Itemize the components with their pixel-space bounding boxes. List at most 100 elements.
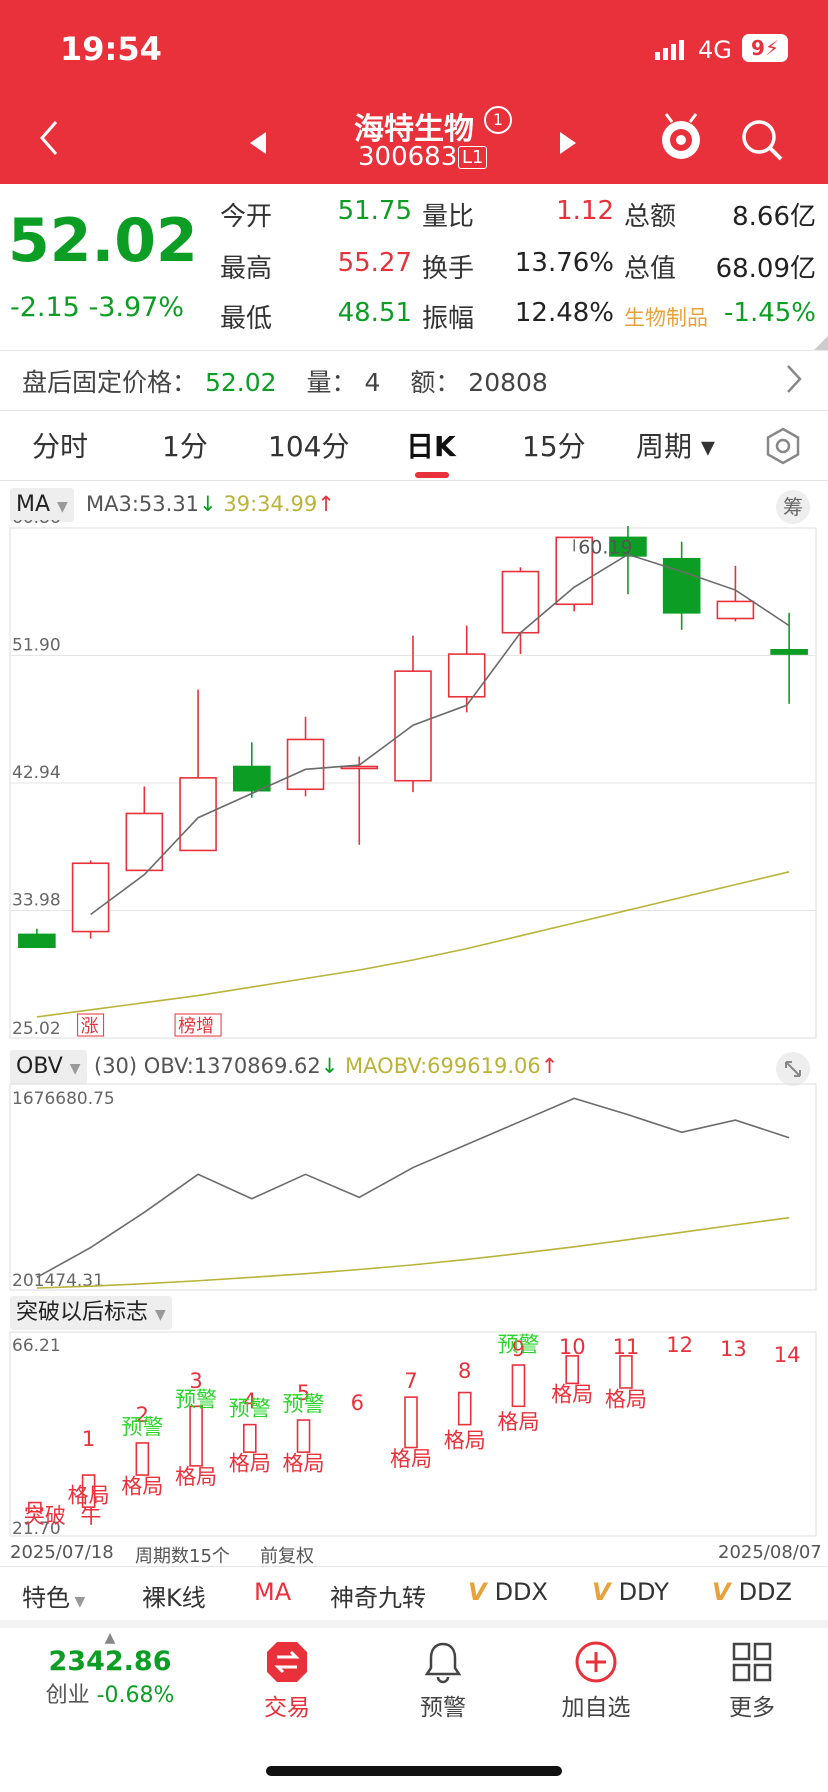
signal-number: 9 bbox=[512, 1337, 525, 1361]
last-price: 52.02 bbox=[8, 206, 198, 276]
signal-box bbox=[81, 1474, 96, 1508]
quote-label: 最低 bbox=[220, 304, 273, 334]
signal-number: 4 bbox=[243, 1389, 256, 1413]
price-change: -2.15 -3.97% bbox=[10, 292, 184, 323]
tab-1[interactable]: 1分 bbox=[162, 425, 208, 465]
signal-box bbox=[28, 1501, 42, 1513]
nav-trade[interactable]: 交易 bbox=[212, 1640, 362, 1722]
tab-label: 分时 bbox=[32, 430, 89, 463]
sector-link[interactable]: 生物制品 bbox=[624, 306, 708, 330]
signal-text: 突破 bbox=[24, 1504, 66, 1528]
ma-name: MA bbox=[16, 492, 51, 517]
signal-text: 格局 bbox=[121, 1474, 163, 1498]
nav-alert[interactable]: 预警 bbox=[368, 1640, 518, 1722]
candle-body bbox=[286, 738, 325, 791]
signal-text: 格局 bbox=[283, 1451, 325, 1475]
tab-2[interactable]: 104分 bbox=[268, 425, 349, 465]
event-marker-label: 涨 bbox=[81, 1016, 99, 1037]
candle-body bbox=[501, 570, 540, 634]
signal-bars-icon bbox=[655, 40, 684, 60]
chip-distribution-button[interactable]: 筹 bbox=[776, 490, 810, 524]
quote-value: 68.09亿 bbox=[715, 254, 816, 284]
tab-4[interactable]: 15分 bbox=[522, 425, 586, 465]
signal-number: 13 bbox=[720, 1337, 747, 1361]
arrow-up-icon: ↑ bbox=[540, 1054, 559, 1078]
indicator-chip[interactable]: V DDX bbox=[468, 1578, 548, 1606]
battery-level: 9 bbox=[751, 36, 765, 60]
nav-trade-label: 交易 bbox=[264, 1695, 310, 1721]
y-tick-label: 1676680.75 bbox=[12, 1089, 115, 1109]
arrow-down-icon: ↓ bbox=[320, 1054, 339, 1078]
signal-text: 格局 bbox=[175, 1465, 217, 1489]
signal-text: 格局 bbox=[229, 1451, 271, 1475]
divider bbox=[0, 410, 828, 411]
caret-down-icon: ▾ bbox=[692, 430, 715, 463]
stock-code: 300683 bbox=[358, 142, 458, 172]
next-stock-button[interactable] bbox=[560, 132, 576, 158]
adjust-mode[interactable]: 前复权 bbox=[260, 1546, 314, 1567]
obv-indicator-select[interactable]: OBV ▼ bbox=[10, 1050, 87, 1084]
after-hours-arrow[interactable] bbox=[784, 362, 804, 400]
tab-label: 日K bbox=[406, 430, 456, 463]
back-button[interactable] bbox=[36, 118, 62, 162]
signal-text: 格局 bbox=[551, 1383, 593, 1407]
ma-indicator-select[interactable]: MA ▼ bbox=[10, 488, 74, 522]
caret-down-icon: ▼ bbox=[70, 1594, 86, 1610]
signal-text: 格局 bbox=[497, 1410, 539, 1434]
after-hours-vol-label: 量： bbox=[306, 368, 357, 397]
after-hours-price: 52.02 bbox=[204, 368, 277, 397]
candle-body bbox=[555, 536, 594, 606]
chip-label: DDY bbox=[618, 1578, 669, 1606]
prev-stock-button[interactable] bbox=[250, 132, 266, 158]
search-button[interactable] bbox=[740, 118, 784, 166]
signal-number: 10 bbox=[559, 1335, 586, 1359]
tab-5[interactable]: 周期 ▾ bbox=[636, 425, 715, 465]
indicator-chip[interactable]: 神奇九转 bbox=[330, 1578, 426, 1613]
signal-indicator-select[interactable]: 突破以后标志 ▼ bbox=[10, 1296, 172, 1330]
maobv-value: MAOBV:699619.06 bbox=[345, 1054, 541, 1078]
signal-name: 突破以后标志 bbox=[16, 1300, 149, 1325]
indicator-chip[interactable]: 特色 ▼ bbox=[22, 1578, 85, 1613]
nav-more-label: 更多 bbox=[729, 1695, 775, 1721]
expand-button[interactable] bbox=[776, 1052, 810, 1086]
change-percent: -3.97% bbox=[88, 292, 184, 323]
arrow-down-icon: ↓ bbox=[199, 492, 217, 516]
indicator-chip[interactable]: MA bbox=[254, 1578, 291, 1606]
candle-body bbox=[18, 933, 56, 949]
signal-text: 牛 bbox=[80, 1504, 101, 1528]
quote-value: 48.51 bbox=[337, 298, 412, 328]
candlestick-chart[interactable]: 60.86 51.90 42.94 33.98 25.02 60.19 涨 榜增 bbox=[0, 520, 828, 1050]
indicator-chip[interactable]: 裸K线 bbox=[142, 1578, 206, 1613]
candle-body bbox=[609, 536, 647, 557]
caret-up-icon: ▲ bbox=[104, 1630, 116, 1646]
after-hours-row[interactable]: 盘后固定价格： 52.02 量： 4 额： 20808 bbox=[22, 363, 548, 399]
settings-button[interactable] bbox=[763, 426, 803, 470]
indicator-chip[interactable]: V DDZ bbox=[712, 1578, 792, 1606]
nav-more[interactable]: 更多 bbox=[677, 1640, 827, 1722]
quote-value: 12.48% bbox=[514, 298, 614, 328]
signal-number: 8 bbox=[458, 1359, 471, 1383]
end-date: 2025/08/07 bbox=[718, 1542, 822, 1563]
nav-add-watchlist[interactable]: 加自选 bbox=[521, 1640, 671, 1722]
mascot-button[interactable] bbox=[658, 112, 704, 166]
signal-box bbox=[135, 1442, 150, 1476]
chou-label: 筹 bbox=[783, 495, 803, 519]
add-circle-icon bbox=[575, 1641, 617, 1683]
indicator-chip[interactable]: V DDY bbox=[592, 1578, 669, 1606]
signal-text: 格局 bbox=[390, 1447, 432, 1471]
candle-body bbox=[716, 600, 755, 620]
chevron-left-icon bbox=[40, 121, 58, 155]
chart-frame bbox=[9, 1083, 817, 1291]
signal-number: 1 bbox=[82, 1427, 95, 1451]
home-indicator[interactable] bbox=[266, 1766, 562, 1776]
quote-value: 8.66亿 bbox=[732, 202, 816, 232]
index-widget[interactable]: ▲ 2342.86 创业 -0.68% bbox=[40, 1630, 180, 1709]
tab-3[interactable]: 日K bbox=[406, 425, 456, 465]
candle-body bbox=[71, 862, 110, 933]
v-badge-icon: V bbox=[468, 1578, 487, 1606]
tab-0[interactable]: 分时 bbox=[32, 425, 88, 465]
caret-down-icon: ▼ bbox=[57, 499, 68, 515]
divider bbox=[0, 1566, 828, 1567]
